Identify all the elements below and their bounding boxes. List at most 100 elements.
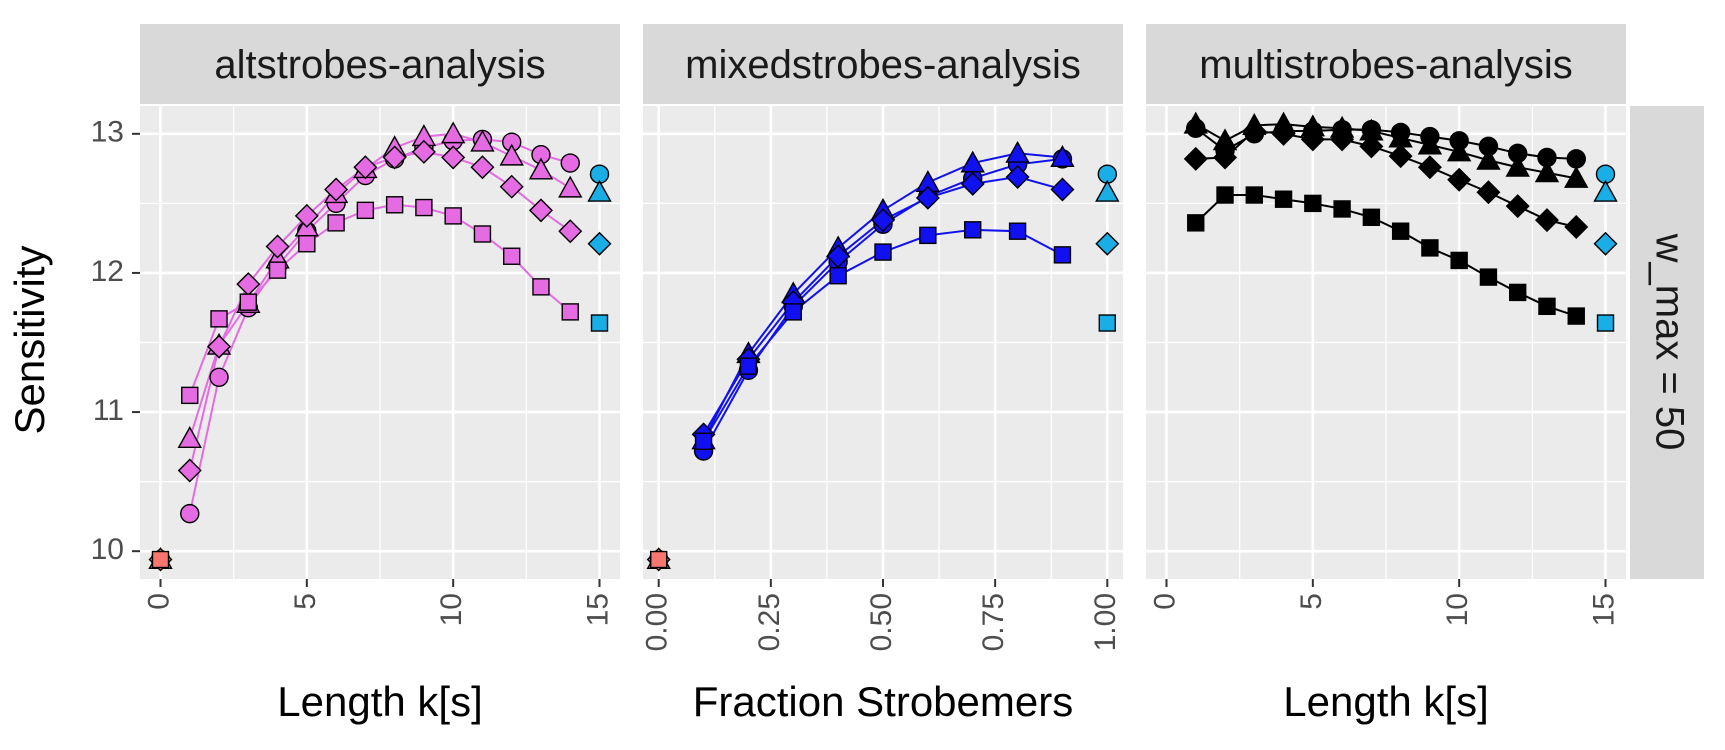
data-point-diamond (1213, 145, 1238, 170)
data-point-square (181, 386, 199, 405)
x-tick-label: 10 (435, 593, 468, 626)
data-point-square (964, 221, 982, 239)
reference-point-diamond (1593, 231, 1618, 256)
data-point-square (874, 243, 892, 261)
data-point-triangle (440, 121, 466, 144)
data-point-square (694, 432, 713, 450)
data-point-triangle (1183, 111, 1208, 134)
data-point-triangle (528, 157, 554, 180)
data-point-diamond (1183, 146, 1208, 171)
data-point-square (1450, 251, 1468, 270)
x-tick-label: 10 (1441, 593, 1474, 626)
x-tick-label: 0.00 (641, 593, 674, 651)
reference-point-triangle (1095, 179, 1120, 202)
data-point-diamond (1242, 119, 1267, 144)
data-point-square (1391, 222, 1410, 240)
y-tick-label: 13 (91, 116, 124, 149)
data-point-square (1362, 208, 1381, 226)
data-point-diamond (1359, 134, 1384, 159)
y-tick-label: 10 (91, 533, 124, 566)
data-point-square (561, 303, 579, 321)
data-point-square (1274, 190, 1293, 208)
data-point-diamond (294, 203, 319, 228)
data-point-triangle (1050, 145, 1075, 167)
data-point-square (327, 214, 345, 232)
x-axis-title: Fraction Strobemers (693, 678, 1073, 725)
data-point-square (1187, 214, 1205, 232)
panel-title: mixedstrobes-analysis (685, 43, 1081, 87)
data-point-square (784, 303, 802, 321)
panel-1: altstrobes-analysis 0 5 10 15 Length k[s] 10 11… (91, 24, 620, 725)
data-point-square (919, 226, 937, 245)
reference-point-diamond (1095, 231, 1120, 256)
data-point-square (473, 225, 492, 243)
data-point-triangle (1446, 139, 1472, 162)
data-point-square (1008, 222, 1027, 240)
data-point-square (1538, 297, 1556, 316)
data-point-diamond (1330, 127, 1355, 152)
data-point-circle (1566, 149, 1586, 169)
data-point-square (444, 207, 462, 225)
baseline-point-square (650, 550, 668, 569)
data-point-diamond (915, 185, 940, 210)
x-axis-title: Length k[s] (1283, 678, 1488, 725)
data-point-triangle (1534, 160, 1560, 183)
facet-strip: w_max = 50 (1630, 106, 1704, 579)
data-point-square (1245, 186, 1263, 204)
data-point-triangle (1505, 154, 1530, 177)
data-point-diamond (353, 155, 378, 180)
x-tick-label: 0 (142, 593, 175, 610)
data-point-square (1509, 283, 1527, 302)
data-point-circle (209, 367, 229, 387)
data-point-square (210, 310, 228, 328)
data-point-diamond (1505, 194, 1530, 219)
x-axis-title: Length k[s] (277, 678, 482, 725)
data-point-square (1479, 268, 1498, 286)
facet-strip-label: w_max = 50 (1647, 233, 1691, 451)
data-point-square (385, 196, 404, 214)
reference-point-triangle (587, 179, 612, 202)
data-point-diamond (411, 139, 436, 164)
data-point-diamond (177, 458, 202, 483)
panel-2: mixedstrobes-analysis 0.00 0.25 0.50 0.75 1.0… (641, 24, 1123, 725)
data-point-triangle (470, 129, 495, 152)
data-point-square (1216, 186, 1234, 204)
data-point-triangle (177, 426, 202, 448)
panel-strip (1146, 24, 1626, 104)
data-point-diamond (1388, 144, 1413, 169)
reference-point-triangle (1593, 179, 1618, 202)
data-point-diamond (441, 145, 466, 170)
panel-3: multistrobes-analysis 0 5 10 15 Length k[s] (1146, 24, 1626, 725)
x-tick-label: 0.75 (977, 593, 1010, 651)
data-point-diamond (1564, 215, 1589, 240)
data-point-diamond (1417, 155, 1442, 180)
x-tick-label: 15 (1587, 593, 1620, 626)
baseline-point-square (151, 550, 170, 569)
x-tick-label: 0 (1148, 593, 1181, 610)
data-point-diamond (871, 208, 895, 233)
data-point-square (739, 357, 758, 375)
data-point-circle (560, 153, 580, 173)
data-point-square (268, 261, 287, 279)
data-point-diamond (1005, 164, 1030, 189)
x-tick-label: 0.50 (865, 593, 898, 651)
data-point-diamond (960, 171, 985, 196)
data-point-diamond (1534, 208, 1559, 233)
data-point-triangle (960, 150, 985, 173)
data-point-triangle (1476, 147, 1501, 170)
data-point-diamond (382, 145, 407, 170)
x-tick-label: 15 (581, 593, 614, 626)
data-point-square (1567, 307, 1585, 325)
data-point-diamond (558, 219, 583, 244)
x-tick-label: 5 (1295, 593, 1328, 610)
data-point-square (1304, 194, 1322, 213)
data-point-diamond (499, 174, 524, 199)
data-point-diamond (1447, 167, 1472, 192)
data-point-diamond (1476, 180, 1501, 205)
data-point-diamond (324, 177, 349, 202)
data-point-diamond (1050, 177, 1075, 202)
data-point-square (829, 267, 847, 285)
data-point-triangle (499, 143, 524, 166)
data-point-square (415, 198, 433, 217)
